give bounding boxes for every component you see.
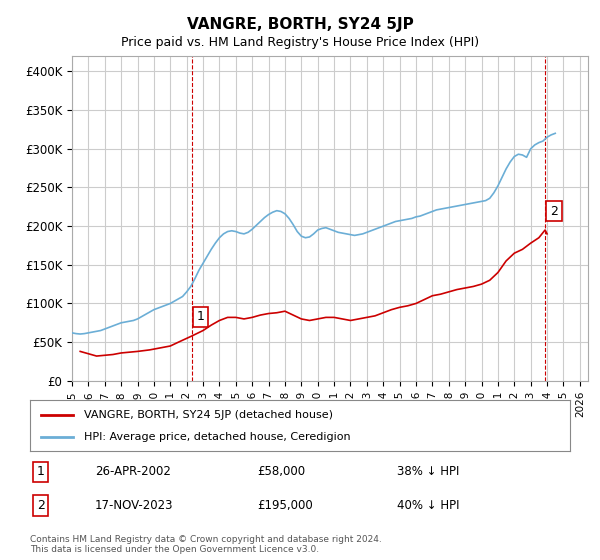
Text: £195,000: £195,000 — [257, 499, 313, 512]
Text: 26-APR-2002: 26-APR-2002 — [95, 465, 170, 478]
Text: Contains HM Land Registry data © Crown copyright and database right 2024.
This d: Contains HM Land Registry data © Crown c… — [30, 535, 382, 554]
Text: HPI: Average price, detached house, Ceredigion: HPI: Average price, detached house, Cere… — [84, 432, 350, 442]
Text: 1: 1 — [37, 465, 45, 478]
Text: 2: 2 — [550, 204, 558, 217]
Text: 1: 1 — [197, 310, 205, 324]
Text: VANGRE, BORTH, SY24 5JP: VANGRE, BORTH, SY24 5JP — [187, 17, 413, 32]
Text: Price paid vs. HM Land Registry's House Price Index (HPI): Price paid vs. HM Land Registry's House … — [121, 36, 479, 49]
Text: 38% ↓ HPI: 38% ↓ HPI — [397, 465, 460, 478]
Text: 2: 2 — [37, 499, 45, 512]
Text: £58,000: £58,000 — [257, 465, 305, 478]
Text: 40% ↓ HPI: 40% ↓ HPI — [397, 499, 460, 512]
Text: 17-NOV-2023: 17-NOV-2023 — [95, 499, 173, 512]
Text: VANGRE, BORTH, SY24 5JP (detached house): VANGRE, BORTH, SY24 5JP (detached house) — [84, 409, 333, 419]
